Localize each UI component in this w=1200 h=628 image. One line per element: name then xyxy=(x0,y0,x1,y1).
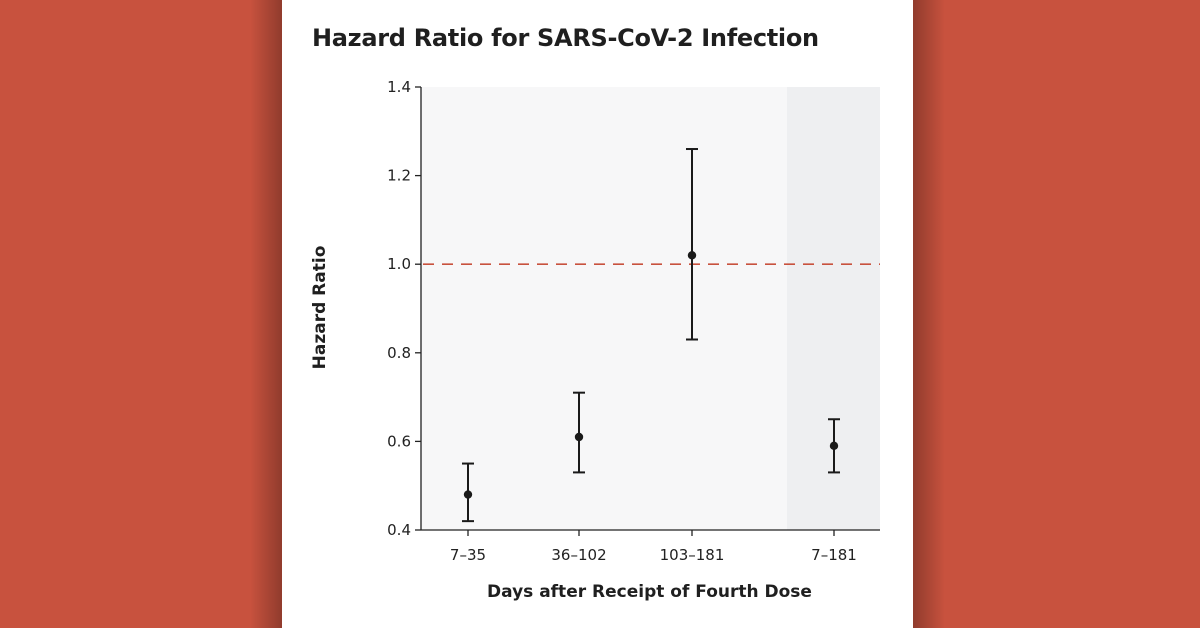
point-estimate xyxy=(687,251,697,260)
y-tick-label: 1.4 xyxy=(387,78,411,96)
x-tick-label: 7–35 xyxy=(450,546,486,564)
y-tick-label: 0.8 xyxy=(387,344,411,362)
y-tick-label: 1.0 xyxy=(387,255,411,273)
y-tick-label: 1.2 xyxy=(387,167,411,185)
x-axis-title: Days after Receipt of Fourth Dose xyxy=(487,582,812,602)
x-tick-label: 103–181 xyxy=(660,546,725,564)
x-ticks: 7–35 36–102 103–181 7–181 xyxy=(450,530,857,564)
point-estimate xyxy=(574,432,584,442)
y-tick-label: 0.4 xyxy=(387,521,411,539)
chart-card: Hazard Ratio for SARS-CoV-2 Infection 0.… xyxy=(282,0,913,628)
data-marks xyxy=(462,148,840,523)
y-tick-label: 0.6 xyxy=(387,432,411,450)
y-axis-title: Hazard Ratio xyxy=(310,246,330,370)
point-estimate xyxy=(829,441,839,451)
right-shadow xyxy=(913,0,945,628)
y-ticks: 0.4 0.6 0.8 1.0 1.2 1.4 xyxy=(387,78,421,539)
chart-title: Hazard Ratio for SARS-CoV-2 Infection xyxy=(312,24,819,52)
left-shadow xyxy=(250,0,282,628)
x-tick-label: 36–102 xyxy=(551,546,606,564)
x-tick-label: 7–181 xyxy=(811,546,857,564)
hazard-ratio-chart: 0.4 0.6 0.8 1.0 1.2 1.4 7–35 36–102 103–181 7–18… xyxy=(310,78,880,602)
point-estimate xyxy=(463,490,473,499)
